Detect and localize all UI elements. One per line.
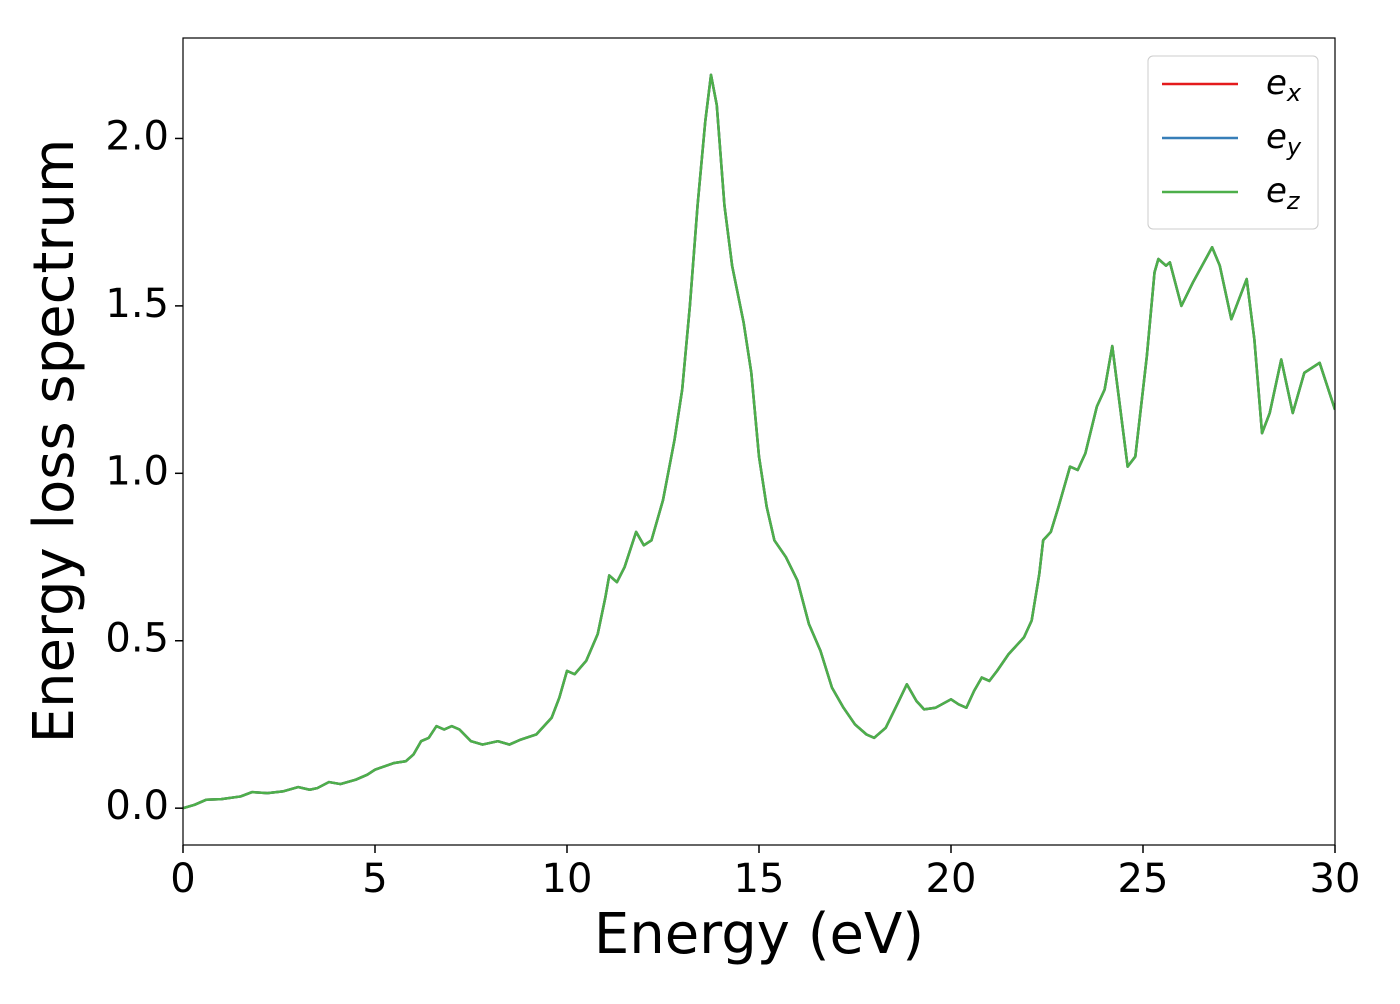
legend-label: ex: [1266, 63, 1302, 108]
x-tick-label: 0: [170, 856, 195, 902]
x-tick-label: 25: [1118, 856, 1169, 902]
legend-label: ey: [1266, 117, 1302, 162]
axes-frame: [182, 37, 1336, 846]
x-tick-label: 20: [926, 856, 977, 902]
y-tick-label: 1.0: [105, 448, 169, 494]
y-tick-label: 0.5: [105, 616, 169, 662]
x-tick-label: 5: [362, 856, 387, 902]
y-axis-label: Energy loss spectrum: [22, 139, 87, 744]
x-tick-label: 10: [542, 856, 593, 902]
x-tick-label: 15: [734, 856, 785, 902]
series-line: [183, 73, 1335, 810]
y-tick-label: 1.5: [105, 281, 169, 327]
x-tick-label: 30: [1310, 856, 1361, 902]
plot-area: [183, 73, 1335, 810]
y-tick-label: 0.0: [105, 783, 169, 829]
legend-label: ez: [1266, 171, 1301, 216]
x-axis-label: Energy (eV): [594, 902, 924, 967]
y-tick-label: 2.0: [105, 113, 169, 159]
legend-box: [1147, 55, 1319, 230]
